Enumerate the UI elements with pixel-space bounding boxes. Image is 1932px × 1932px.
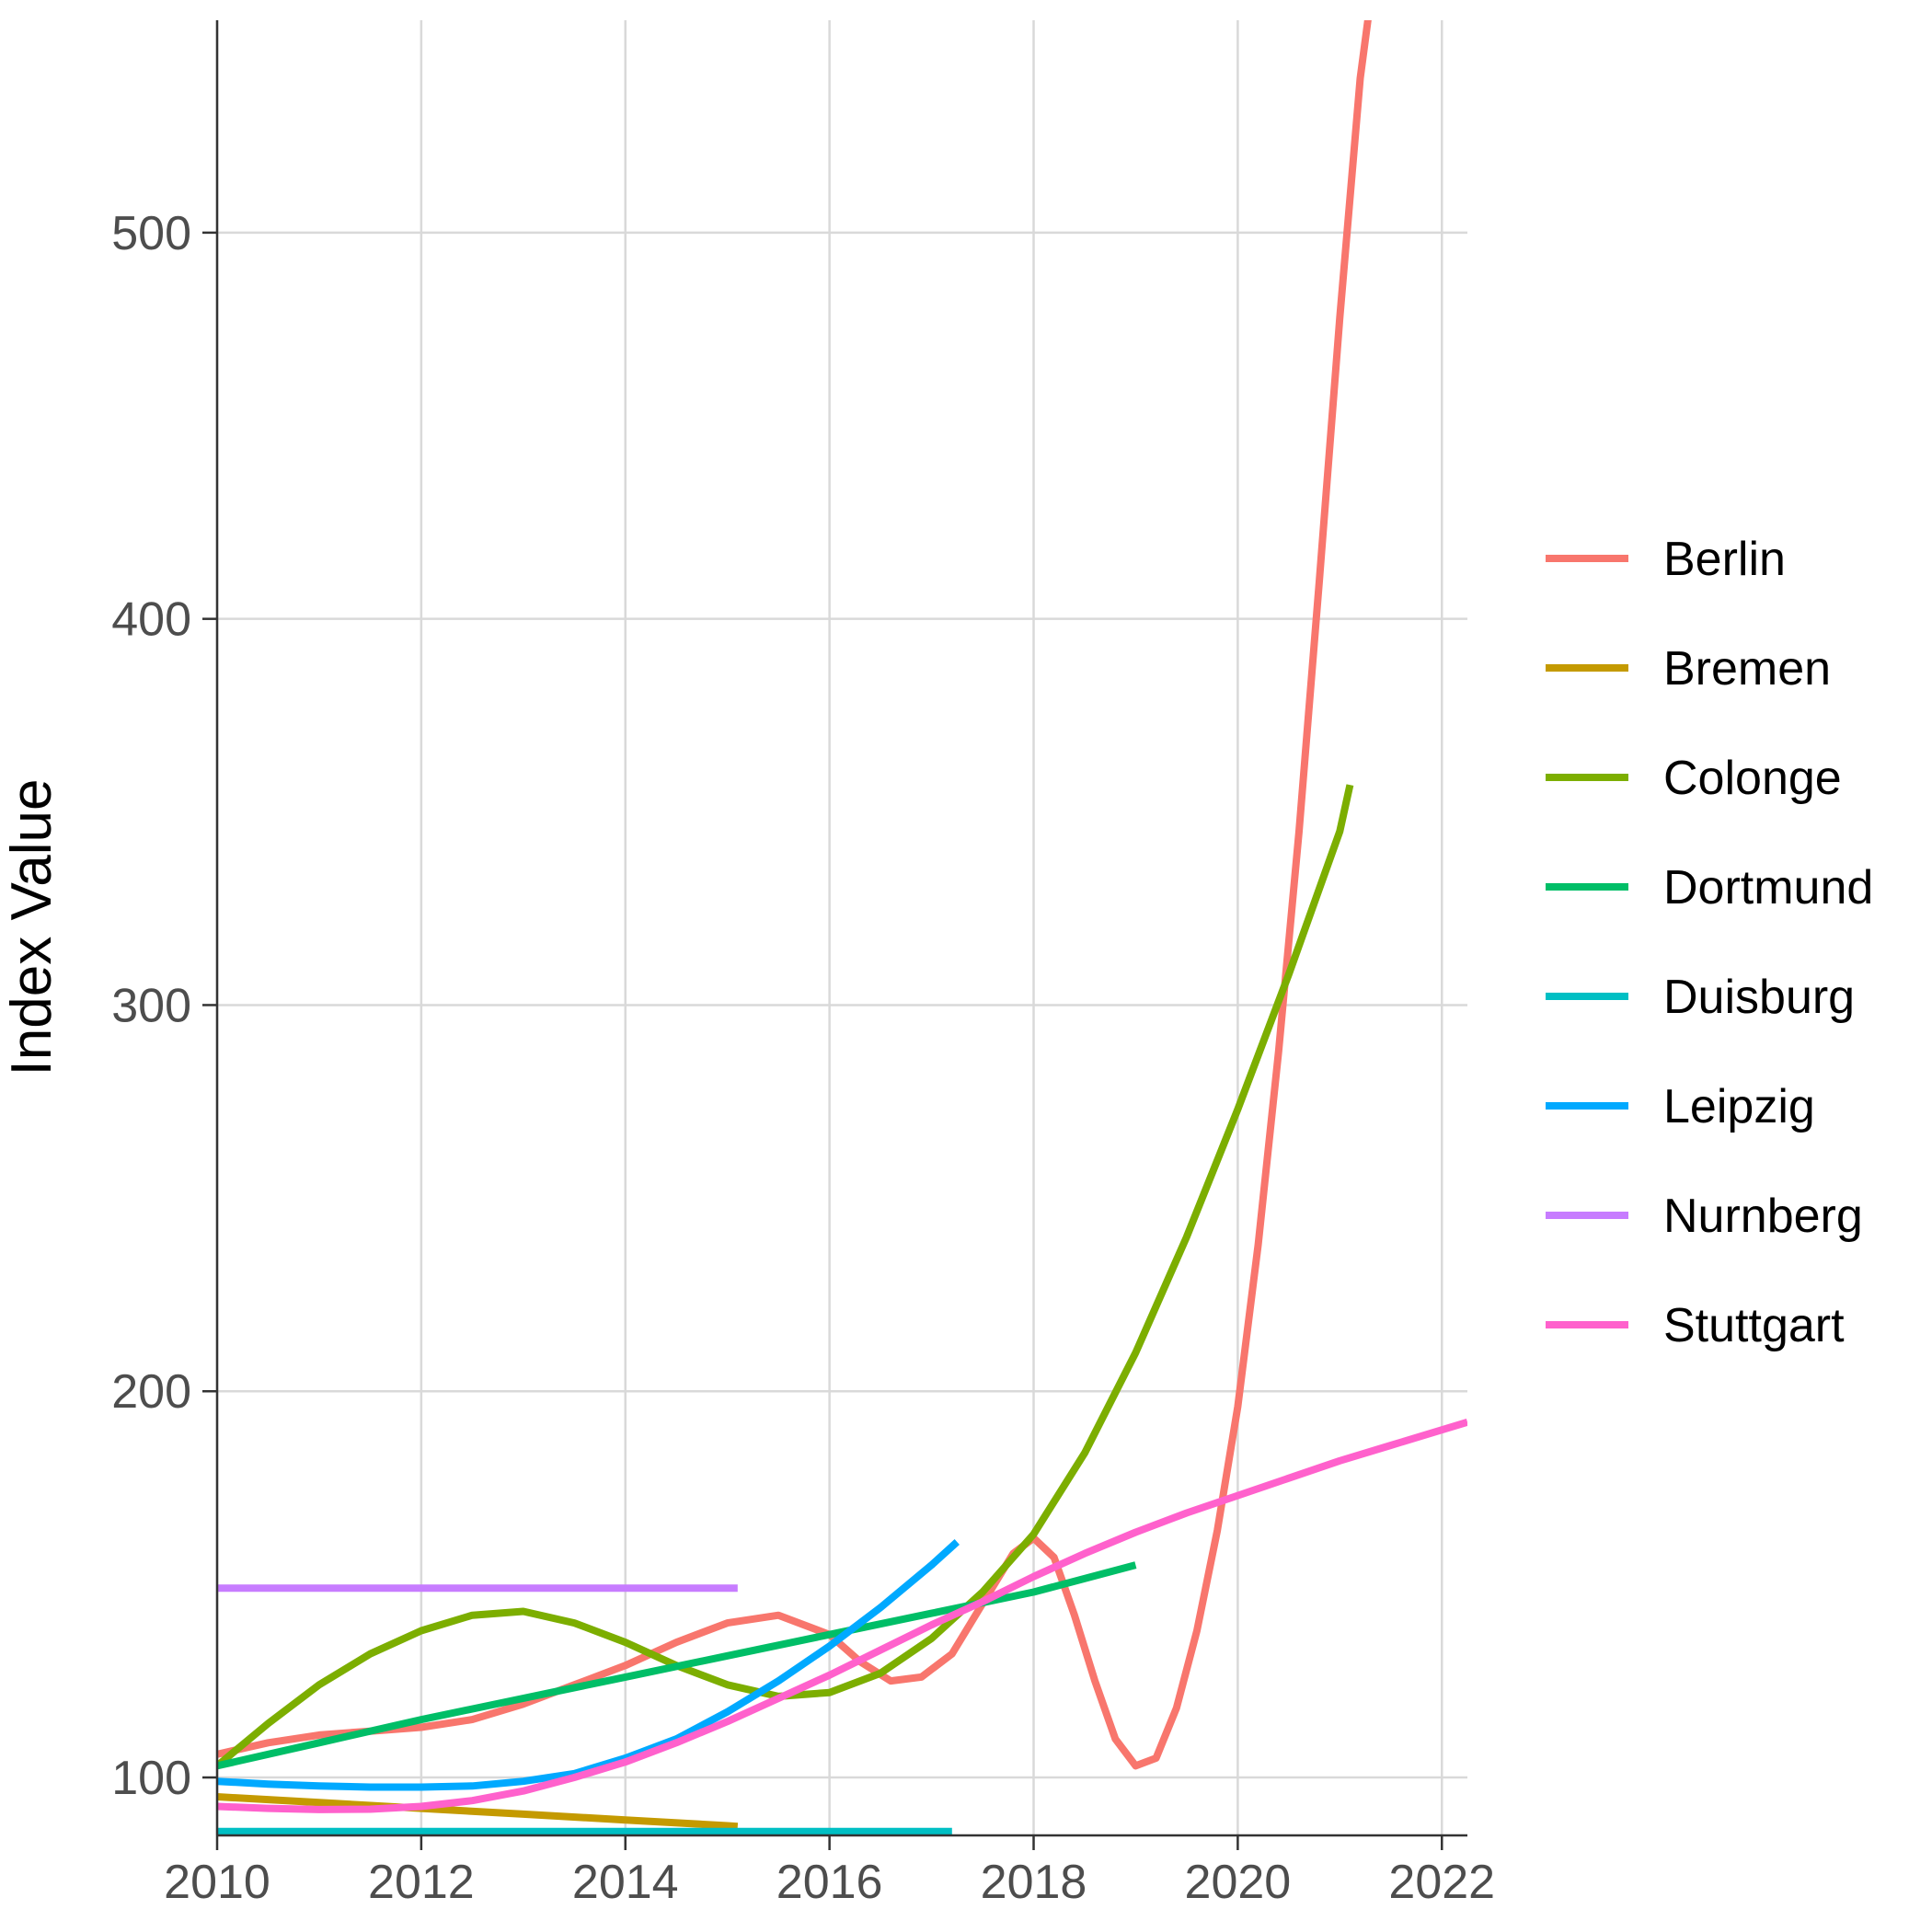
legend-label-leipzig: Leipzig xyxy=(1663,1080,1815,1133)
series-line-colonge xyxy=(217,784,1354,1769)
legend-label-colonge: Colonge xyxy=(1663,752,1842,805)
legend-label-bremen: Bremen xyxy=(1663,642,1831,696)
y-tick-label: 200 xyxy=(111,1365,191,1419)
x-tick-label: 2022 xyxy=(1388,1856,1495,1909)
legend-label-dortmund: Dortmund xyxy=(1663,861,1873,914)
legend-label-duisburg: Duisburg xyxy=(1663,971,1855,1024)
legend-label-berlin: Berlin xyxy=(1663,533,1786,586)
x-tick-label: 2020 xyxy=(1185,1856,1292,1909)
tick-labels: 2010 2012 2014 2016 2018 2020 2022 100 200 300 400… xyxy=(111,207,1495,1909)
series-lines xyxy=(217,20,1467,1835)
series-line-berlin xyxy=(217,20,1372,1770)
series-line-stuttgart xyxy=(217,1418,1467,1813)
y-tick-label: 500 xyxy=(111,207,191,260)
x-tick-label: 2010 xyxy=(164,1856,270,1909)
y-axis-title: Index Value xyxy=(0,779,63,1076)
y-tick-label: 400 xyxy=(111,593,191,647)
axes xyxy=(202,20,1467,1850)
x-tick-label: 2018 xyxy=(981,1856,1087,1909)
legend-label-nurnberg: Nurnberg xyxy=(1663,1190,1863,1243)
y-tick-label: 100 xyxy=(111,1752,191,1805)
series-line-leipzig xyxy=(217,1539,960,1791)
x-tick-label: 2014 xyxy=(572,1856,679,1909)
y-tick-label: 300 xyxy=(111,979,191,1032)
series-line-bremen xyxy=(217,1793,739,1831)
x-tick-label: 2016 xyxy=(776,1856,883,1909)
legend-label-stuttgart: Stuttgart xyxy=(1663,1299,1845,1352)
legend: Berlin Bremen Colonge Dortmund Duisburg Leipz… xyxy=(1546,533,1873,1352)
x-tick-label: 2012 xyxy=(368,1856,475,1909)
grid xyxy=(215,20,1467,1835)
